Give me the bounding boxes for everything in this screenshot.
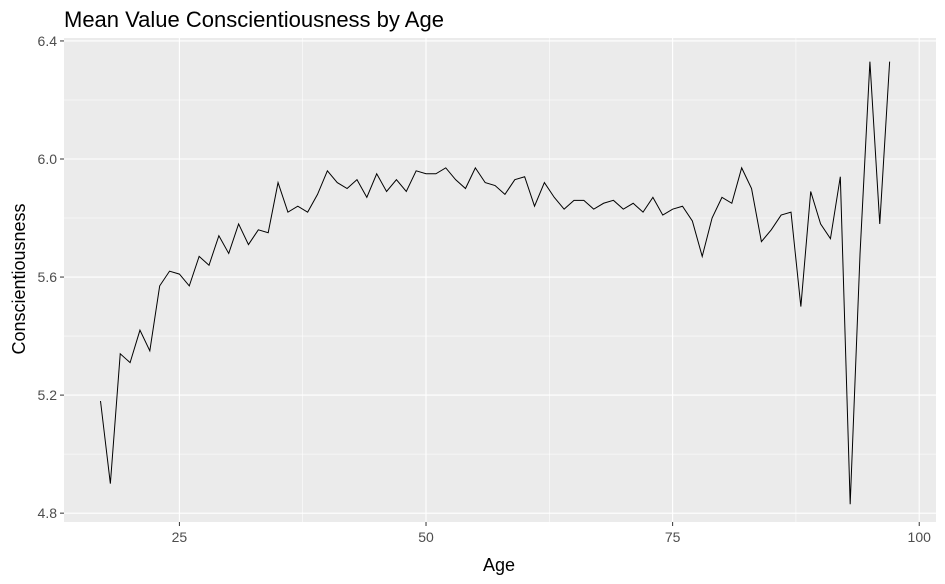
x-tick-label: 25 bbox=[172, 529, 188, 545]
x-axis-title: Age bbox=[483, 555, 515, 575]
minor-gridlines-y bbox=[64, 99, 936, 455]
y-tick-label: 6.0 bbox=[38, 151, 58, 167]
plot-panel bbox=[64, 38, 936, 522]
y-axis-ticks: 4.8 5.2 5.6 6.0 6.4 bbox=[38, 33, 64, 521]
x-tick-label: 100 bbox=[908, 529, 932, 545]
chart-title: Mean Value Conscientiousness by Age bbox=[64, 7, 444, 32]
y-tick-label: 5.6 bbox=[38, 269, 58, 285]
minor-gridlines-x bbox=[302, 38, 797, 522]
x-tick-label: 75 bbox=[665, 529, 681, 545]
x-axis-ticks: 25 50 75 100 bbox=[172, 522, 932, 545]
y-tick-label: 5.2 bbox=[38, 387, 58, 403]
y-tick-label: 4.8 bbox=[38, 505, 58, 521]
major-gridlines-x bbox=[178, 38, 920, 522]
major-gridlines-y bbox=[64, 40, 936, 514]
y-axis-title: Conscientiousness bbox=[9, 203, 29, 354]
x-tick-label: 50 bbox=[418, 529, 434, 545]
conscientiousness-line bbox=[100, 61, 891, 505]
y-tick-label: 6.4 bbox=[38, 33, 58, 49]
